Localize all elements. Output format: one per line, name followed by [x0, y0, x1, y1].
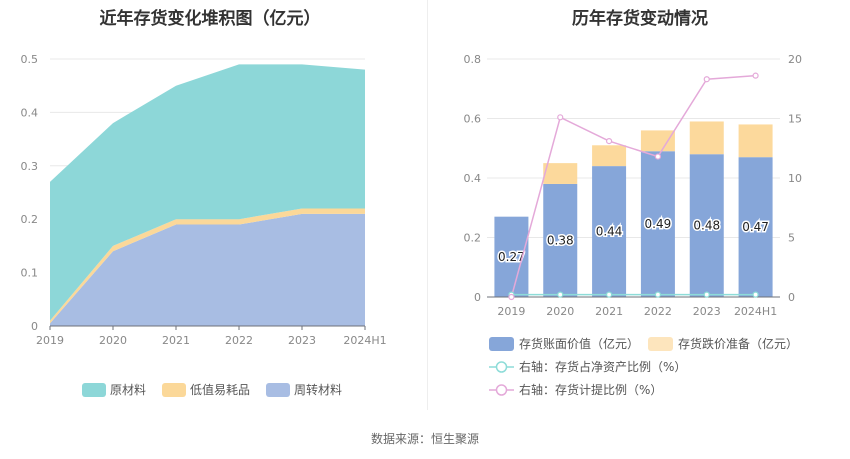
- bar-book-value: [592, 166, 627, 297]
- left-x-tick-label: 2019: [36, 334, 64, 347]
- panel-divider: [427, 0, 428, 410]
- right-y-tick-label: 0.6: [464, 113, 482, 126]
- left-legend-label: 原材料: [110, 383, 146, 397]
- bar-data-label: 0.44: [596, 225, 623, 239]
- left-x-tick-label: 2024H1: [343, 334, 386, 347]
- left-y-tick-label: 0.2: [21, 213, 39, 226]
- legend-label-rate: 右轴：存货计提比例（%）: [519, 382, 662, 397]
- left-legend-swatch: [162, 383, 186, 397]
- left-legend-label: 周转材料: [294, 382, 342, 397]
- bar-data-label: 0.49: [645, 217, 672, 231]
- source-line: 数据来源：恒生聚源: [0, 430, 850, 447]
- right-y2-tick-label: 5: [788, 232, 795, 245]
- right-y2-tick-label: 0: [788, 291, 795, 304]
- area-2: [50, 64, 365, 321]
- left-y-tick-label: 0.4: [21, 106, 39, 119]
- bar-provision: [738, 124, 773, 158]
- right-y2-tick-label: 10: [788, 172, 802, 185]
- right-y2-tick-label: 20: [788, 53, 802, 66]
- left-y-tick-label: 0.1: [21, 267, 39, 280]
- legend-swatch-book: [489, 337, 514, 351]
- left-x-tick-label: 2023: [288, 334, 316, 347]
- legend-label-book: 存货账面价值（亿元）: [519, 336, 639, 351]
- point-inventory-ratio: [557, 291, 564, 298]
- bar-provision: [592, 145, 627, 167]
- bar-data-label: 0.48: [693, 219, 720, 233]
- bar-data-label: 0.47: [742, 220, 769, 234]
- point-inventory-ratio: [703, 291, 710, 298]
- bar-provision: [543, 163, 578, 184]
- left-x-tick-label: 2022: [225, 334, 253, 347]
- left-legend-swatch: [266, 383, 290, 397]
- line-provision-rate: [510, 74, 756, 298]
- right-y-tick-label: 0.8: [464, 53, 482, 66]
- right-y-tick-label: 0.2: [464, 232, 482, 245]
- point-provision-rate: [508, 293, 515, 301]
- point-provision-rate: [752, 72, 759, 79]
- point-inventory-ratio: [752, 291, 759, 298]
- right-x-tick-label: 2021: [595, 305, 623, 318]
- bar-book-value: [689, 154, 724, 297]
- source-label: 数据来源：: [370, 432, 431, 446]
- point-provision-rate: [557, 114, 564, 121]
- right-x-tick-label: 2023: [693, 305, 721, 318]
- right-y-tick-label: 0.4: [464, 172, 482, 185]
- point-inventory-ratio: [654, 291, 662, 298]
- legend-marker-ratio: [495, 361, 508, 373]
- right-chart-title: 历年存货变动情况: [572, 9, 708, 29]
- left-legend-label: 低值易耗品: [190, 382, 250, 397]
- right-x-tick-label: 2020: [546, 305, 574, 318]
- right-x-tick-label: 2022: [644, 305, 672, 318]
- left-y-tick-label: 0.3: [21, 160, 39, 173]
- area-0: [50, 213, 365, 326]
- point-provision-rate: [605, 138, 613, 145]
- legend-label-ratio: 右轴：存货占净资产比例（%）: [519, 359, 686, 374]
- bar-provision: [689, 121, 724, 155]
- point-provision-rate: [654, 153, 662, 160]
- right-y2-tick-label: 15: [788, 113, 802, 126]
- left-y-tick-label: 0.5: [21, 53, 39, 66]
- source-value: 恒生聚源: [431, 432, 480, 446]
- point-inventory-ratio: [605, 291, 613, 298]
- left-chart-title: 近年存货变化堆积图（亿元）: [99, 9, 321, 29]
- bar-book-value: [640, 151, 675, 297]
- right-y-tick-label: 0: [474, 291, 481, 304]
- legend-label-provision: 存货跌价准备（亿元）: [678, 336, 798, 351]
- bar-book-value: [543, 183, 578, 297]
- right-bar-line-chart: 0 0.2 0.4 0.6 0.8 0 5 10 15 20 0.27 0.38 0.44 0.49 0.4…: [464, 53, 803, 397]
- bar-provision: [640, 130, 675, 152]
- left-legend-swatch: [82, 383, 106, 397]
- left-x-tick-label: 2020: [99, 334, 127, 347]
- legend-marker-rate: [495, 384, 508, 396]
- right-x-tick-label: 2019: [497, 305, 525, 318]
- left-stacked-area-chart: 0 0.1 0.2 0.3 0.4 0.5 2019 2020 2021 2022 2023 2024…: [21, 53, 387, 397]
- bar-data-label: 0.38: [547, 233, 574, 247]
- left-x-tick-label: 2021: [162, 334, 190, 347]
- right-x-tick-label: 2024H1: [734, 305, 777, 318]
- bar-book-value: [738, 157, 773, 297]
- point-provision-rate: [703, 76, 710, 83]
- left-y-tick-label: 0: [31, 320, 38, 333]
- legend-swatch-provision: [648, 337, 673, 351]
- bar-data-label: 0.27: [498, 250, 525, 264]
